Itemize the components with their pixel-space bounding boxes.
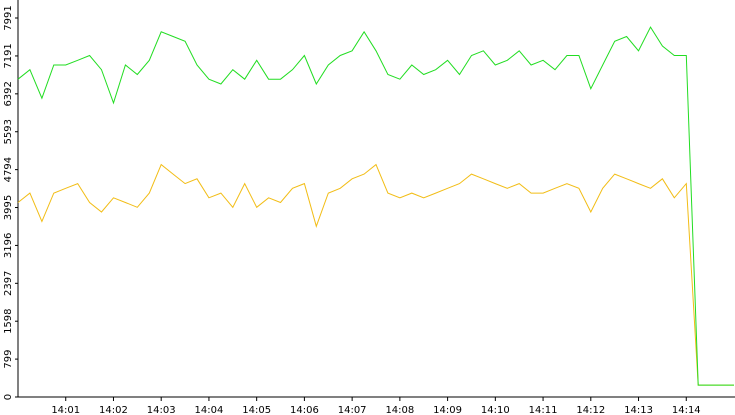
y-tick-label: 7191: [3, 43, 14, 68]
x-tick-label: 14:12: [576, 405, 605, 415]
x-tick-label: 14:04: [195, 405, 224, 415]
y-tick-label: 3995: [3, 195, 14, 220]
y-tick-label: 4794: [3, 157, 14, 182]
y-tick-label: 5593: [3, 119, 14, 144]
x-tick-label: 14:06: [290, 405, 319, 415]
x-tick-label: 14:14: [672, 405, 701, 415]
x-tick-label: 14:10: [481, 405, 510, 415]
series-line: [17, 163, 734, 386]
y-tick-label: 7991: [3, 5, 14, 30]
y-tick-label: 799: [3, 350, 14, 369]
x-tick-label: 14:02: [99, 405, 128, 415]
y-tick-label: 6392: [3, 81, 14, 106]
y-tick-label: 2397: [3, 271, 14, 296]
x-tick-label: 14:13: [624, 405, 653, 415]
x-tick-label: 14:11: [529, 405, 558, 415]
x-tick-label: 14:01: [51, 405, 80, 415]
x-tick-label: 14:09: [433, 405, 462, 415]
y-tick-label: 0: [3, 394, 14, 400]
x-tick-label: 14:07: [338, 405, 367, 415]
x-tick-label: 14:08: [385, 405, 414, 415]
series-line: [17, 26, 734, 386]
y-tick-label: 3196: [3, 233, 14, 258]
y-tick-label: 1598: [3, 308, 14, 333]
x-tick-label: 14:05: [242, 405, 271, 415]
x-tick-label: 14:03: [147, 405, 176, 415]
